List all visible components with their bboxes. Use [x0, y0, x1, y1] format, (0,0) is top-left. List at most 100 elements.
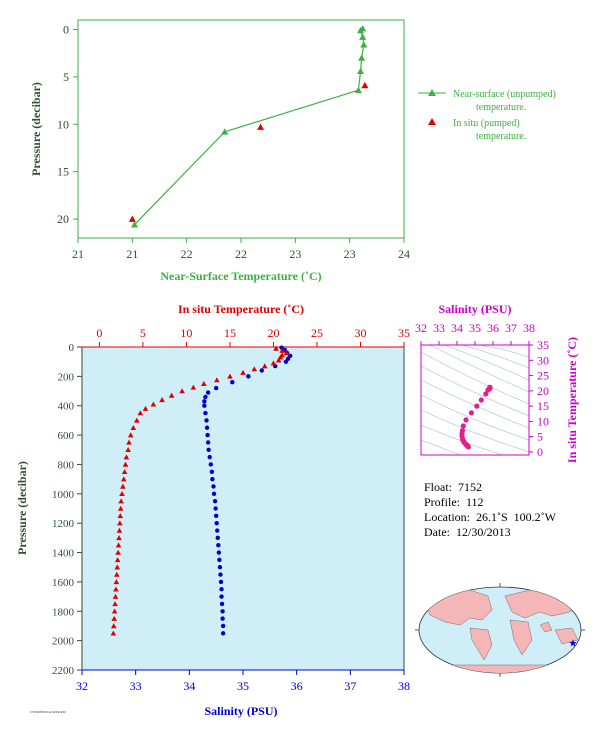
ts-point — [478, 397, 484, 403]
y-tick-label: 5 — [63, 70, 69, 84]
salinity-point — [220, 631, 226, 636]
ts-point — [463, 417, 469, 423]
temperature-point — [126, 439, 132, 445]
salinity-point — [216, 550, 222, 555]
y-tick-label: 0 — [63, 22, 69, 36]
temperature-tick-label: 0 — [96, 326, 102, 340]
salinity-point — [230, 380, 235, 385]
y-tick-label: 20 — [57, 212, 69, 226]
legend-red-marker — [428, 118, 436, 125]
temperature-point — [283, 350, 290, 356]
temperature-point — [113, 579, 120, 585]
near-surface-point — [359, 33, 367, 40]
near-surface-point — [360, 41, 368, 48]
ts-point — [483, 391, 489, 397]
salinity-series — [202, 345, 293, 636]
temperature-point — [116, 527, 123, 533]
temperature-point — [118, 498, 124, 504]
temperature-point — [117, 520, 123, 526]
near-surface-point — [358, 54, 366, 61]
near-surface-point — [357, 67, 365, 74]
salinity-point — [218, 579, 224, 585]
salinity-tick-label: 34 — [183, 679, 195, 693]
temperature-point — [119, 491, 125, 497]
pressure-tick-label: 1800 — [52, 606, 75, 618]
temperature-point — [279, 347, 285, 353]
x-tick-label: 22 — [235, 247, 247, 261]
ts-x-tick-label: 32 — [415, 321, 427, 335]
legend-green-marker — [428, 89, 436, 96]
salinity-point — [218, 572, 223, 577]
temperature-tick-label: 35 — [398, 326, 410, 340]
salinity-point — [213, 385, 219, 391]
salinity-point — [203, 394, 208, 400]
temperature-point — [112, 601, 118, 607]
legend-red-label-2: temperature. — [476, 131, 526, 142]
temperature-point — [130, 424, 137, 430]
density-contours — [421, 345, 529, 455]
ts-x-label: Salinity (PSU) — [438, 302, 511, 316]
ts-y-tick-label: 20 — [537, 384, 549, 398]
salinity-point — [212, 498, 218, 504]
salinity-point — [215, 528, 220, 533]
temperature-tick-label: 20 — [267, 326, 279, 340]
temperature-point — [190, 384, 197, 390]
footer-code: F7152PROF112 20131230 — [30, 710, 66, 714]
salinity-point — [203, 410, 208, 416]
temperature-tick-label: 5 — [140, 326, 146, 340]
pressure-tick-label: 800 — [58, 459, 75, 471]
salinity-point — [202, 403, 207, 408]
salinity-point — [211, 484, 216, 489]
salinity-point — [211, 491, 217, 497]
salinity-point — [204, 418, 209, 423]
temperature-point — [111, 615, 117, 621]
near-surface-x-label: Near-Surface Temperature (˚C) — [160, 269, 321, 283]
temperature-point — [111, 608, 118, 614]
float-number: Float: 7152 — [424, 480, 483, 494]
salinity-axis-label: Salinity (PSU) — [204, 704, 277, 718]
temperature-point — [275, 357, 282, 363]
in-situ-point — [128, 215, 136, 222]
temperature-point — [115, 549, 121, 555]
salinity-point — [259, 368, 264, 373]
temperature-tick-label: 15 — [224, 326, 236, 340]
star-icon: ★ — [569, 638, 578, 649]
ts-plot-background — [421, 345, 529, 455]
ts-y-tick-label: 5 — [537, 430, 543, 444]
salinity-tick-label: 33 — [130, 679, 142, 693]
salinity-point — [219, 587, 224, 592]
temperature-point — [122, 461, 129, 467]
ts-y-tick-label: 15 — [537, 399, 549, 413]
ts-y-tick-label: 0 — [537, 445, 543, 459]
map-graticule-ticks — [415, 583, 585, 677]
profile-plot-background — [82, 347, 404, 670]
temperature-series — [110, 345, 290, 636]
y-tick-label: 15 — [57, 165, 69, 179]
ts-point — [468, 410, 474, 416]
temperature-point — [114, 564, 121, 570]
near-surface-x-ticks: 21 21 22 22 23 23 24 — [72, 238, 410, 261]
temperature-point — [123, 454, 130, 460]
ts-x-tick-label: 33 — [433, 321, 445, 335]
temperature-point — [168, 392, 175, 398]
pressure-tick-label: 200 — [58, 371, 75, 383]
salinity-tick-label: 36 — [291, 679, 303, 693]
temperature-point — [114, 571, 120, 577]
temperature-point — [127, 432, 134, 438]
salinity-ticks: 32 33 34 35 36 37 38 — [76, 670, 410, 693]
salinity-tick-label: 38 — [398, 679, 410, 693]
salinity-point — [204, 425, 210, 430]
temperature-point — [270, 360, 277, 366]
ts-y-tick-label: 25 — [537, 369, 549, 383]
x-tick-label: 21 — [72, 247, 84, 261]
ts-y-label: In situ Temperature (˚C) — [565, 337, 579, 463]
temperature-point — [116, 535, 122, 541]
near-surface-legend: Near-surface (unpumped) temperature. In … — [418, 89, 556, 142]
pressure-tick-label: 400 — [58, 401, 75, 413]
temperature-point — [120, 483, 126, 489]
salinity-point — [202, 399, 207, 404]
temperature-point — [159, 397, 165, 403]
salinity-tick-label: 35 — [237, 679, 249, 693]
temperature-point — [261, 363, 268, 369]
